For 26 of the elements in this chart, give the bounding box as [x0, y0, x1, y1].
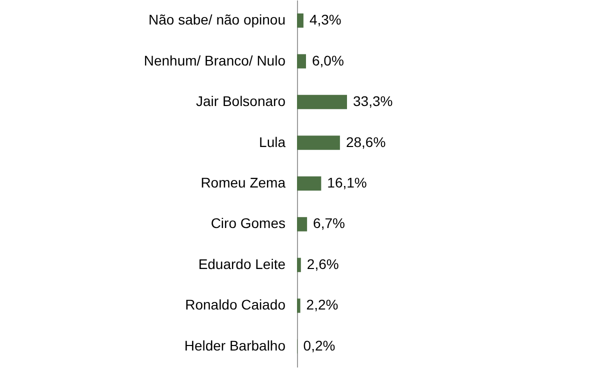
y-tick-label: Jair Bolsonaro [196, 93, 286, 110]
y-tick-label: Ronaldo Caiado [185, 296, 286, 313]
bar [297, 13, 304, 28]
data-label: 16,1% [327, 174, 367, 190]
bar [297, 136, 340, 150]
y-tick-label: Ciro Gomes [210, 215, 286, 232]
y-tick-label: Helder Barbalho [184, 337, 286, 354]
y-tick-label: Nenhum/ Branco/ Nulo [144, 52, 286, 68]
bar [297, 258, 301, 272]
y-tick-label: Não sabe/ não opinou [148, 12, 286, 28]
bar [297, 298, 300, 313]
data-label: 28,6% [346, 134, 386, 150]
bar [297, 54, 306, 68]
data-label: 0,2% [303, 337, 336, 354]
data-label: 6,7% [313, 215, 345, 232]
y-tick-label: Romeu Zema [200, 174, 286, 190]
data-label: 2,6% [306, 256, 339, 272]
y-tick-label: Lula [259, 134, 286, 150]
data-label: 6,0% [312, 52, 344, 68]
y-tick-label: Eduardo Leite [198, 256, 286, 272]
data-label: 4,3% [309, 12, 342, 28]
data-label: 33,3% [353, 93, 393, 110]
bar [297, 217, 308, 232]
data-label: 2,2% [306, 296, 338, 313]
bar [297, 94, 347, 110]
bar [297, 176, 322, 191]
